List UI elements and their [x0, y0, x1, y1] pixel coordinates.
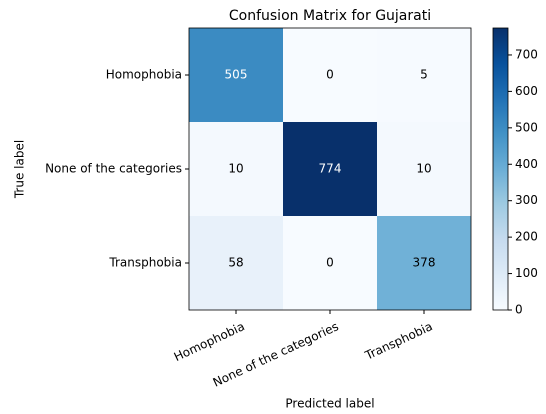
colorbar-tick-label: 0 [515, 303, 523, 317]
x-tick-label: Homophobia [172, 319, 247, 364]
colorbar [492, 27, 509, 311]
y-tick-label: None of the categories [45, 162, 182, 176]
colorbar-tick-label: 200 [515, 230, 538, 244]
cell [189, 28, 283, 122]
cell-label: 0 [326, 256, 334, 270]
chart-title: Confusion Matrix for Gujarati [229, 8, 431, 24]
cell-label: 774 [319, 162, 342, 176]
cell-label: 505 [225, 68, 248, 82]
cell [283, 122, 377, 216]
x-tick-label: Transphobia [362, 319, 435, 363]
cell-label: 58 [228, 256, 243, 270]
cell [377, 216, 471, 310]
colorbar-tick-label: 300 [515, 193, 538, 207]
cell-label: 10 [228, 162, 243, 176]
colorbar-tick-label: 100 [515, 266, 538, 280]
cell-label: 10 [416, 162, 431, 176]
cell [377, 122, 471, 216]
cell-label: 5 [420, 68, 428, 82]
cell-label: 0 [326, 68, 334, 82]
x-axis-label: Predicted label [285, 397, 374, 411]
cell [283, 216, 377, 310]
colorbar-tick-label: 600 [515, 84, 538, 98]
cell [283, 28, 377, 122]
cell [377, 28, 471, 122]
colorbar-tick-label: 500 [515, 120, 538, 134]
cell [189, 216, 283, 310]
y-tick-label: Homophobia [106, 68, 182, 82]
colorbar-tick-label: 400 [515, 157, 538, 171]
y-axis-label: True label [13, 140, 27, 199]
y-tick-label: Transphobia [108, 256, 182, 270]
cell [189, 122, 283, 216]
colorbar-tick-label: 700 [515, 47, 538, 61]
cell-label: 378 [413, 256, 436, 270]
